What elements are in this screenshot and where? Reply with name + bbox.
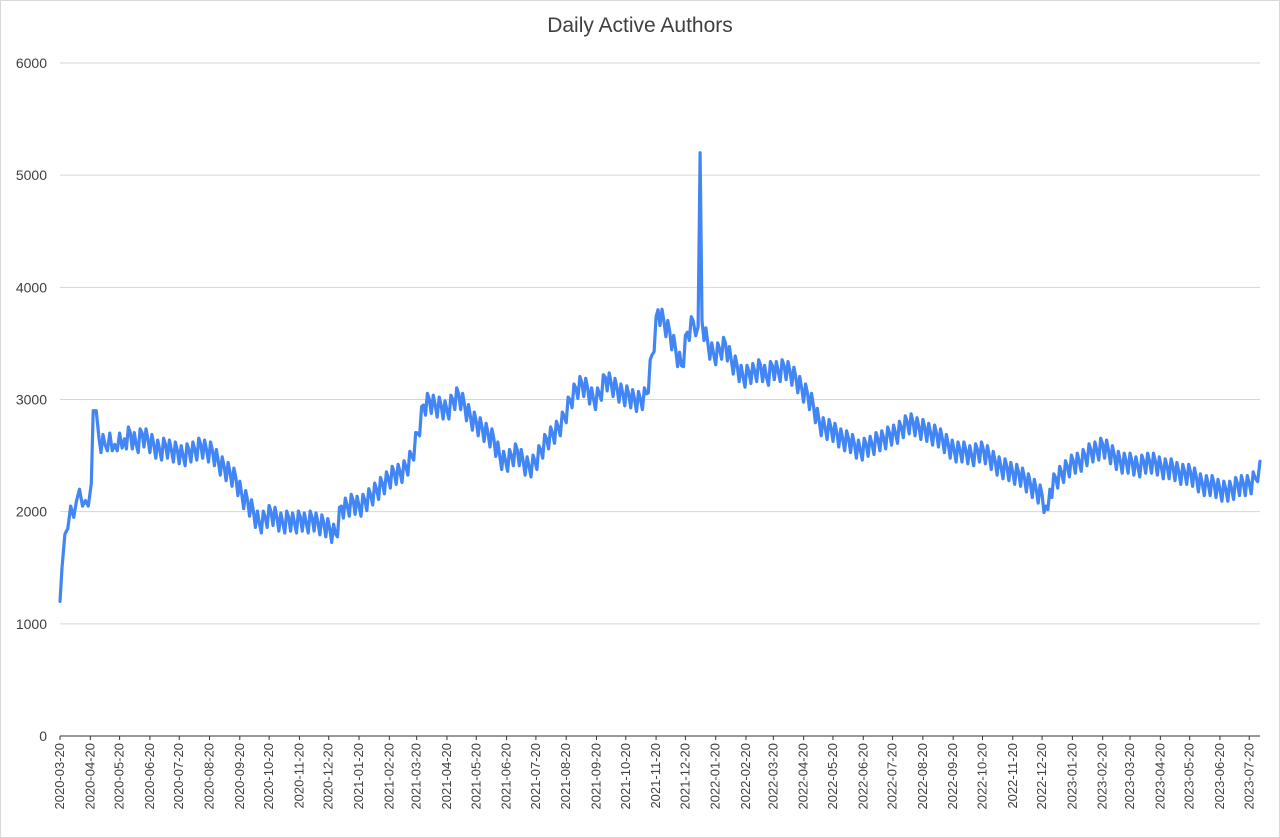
x-tick-label: 2020-04-20	[82, 743, 97, 810]
x-tick-label: 2023-04-20	[1152, 743, 1167, 810]
series-line	[58, 151, 1262, 603]
x-tick-label: 2023-02-20	[1095, 743, 1110, 810]
x-tick-label: 2020-05-20	[112, 743, 127, 810]
x-tick-label: 2022-04-20	[796, 743, 811, 810]
x-tick-label: 2020-07-20	[171, 743, 186, 810]
x-tick-label: 2021-04-20	[439, 743, 454, 810]
x-tick-label: 2023-05-20	[1182, 743, 1197, 810]
x-tick-label: 2021-10-20	[618, 743, 633, 810]
x-tick-label: 2021-11-20	[648, 743, 663, 809]
x-tick-label: 2020-03-20	[52, 743, 67, 810]
x-tick-label: 2022-09-20	[945, 743, 960, 810]
x-tick-label: 2023-07-20	[1241, 743, 1256, 810]
x-tick-label: 2021-07-20	[528, 743, 543, 810]
x-tick-label: 2020-10-20	[261, 743, 276, 810]
x-tick-label: 2023-03-20	[1122, 743, 1137, 810]
y-tick-label: 5000	[16, 167, 47, 183]
x-tick-label: 2020-06-20	[142, 743, 157, 810]
x-tick-label: 2022-03-20	[765, 743, 780, 810]
x-tick-label: 2021-09-20	[588, 743, 603, 810]
x-tick-label: 2022-08-20	[915, 743, 930, 810]
chart-title: Daily Active Authors	[547, 14, 733, 37]
y-tick-label: 0	[39, 728, 47, 744]
x-tick-label: 2021-03-20	[409, 743, 424, 810]
x-tick-label: 2020-12-20	[321, 743, 336, 810]
x-tick-label: 2022-06-20	[855, 743, 870, 810]
x-tick-label: 2023-06-20	[1212, 743, 1227, 810]
x-tick-label: 2022-01-20	[708, 743, 723, 810]
x-tick-label: 2023-01-20	[1064, 743, 1079, 810]
x-tick-label: 2021-08-20	[558, 743, 573, 810]
x-tick-label: 2021-06-20	[499, 743, 514, 810]
x-tick-label: 2020-08-20	[202, 743, 217, 810]
x-tick-label: 2022-12-20	[1034, 743, 1049, 810]
x-tick-label: 2021-12-20	[677, 743, 692, 810]
x-tick-label: 2020-11-20	[291, 743, 306, 809]
x-tick-label: 2021-05-20	[468, 743, 483, 810]
y-tick-label: 2000	[16, 504, 47, 520]
y-tick-label: 6000	[16, 55, 47, 71]
y-tick-label: 3000	[16, 392, 47, 408]
x-tick-label: 2022-10-20	[974, 743, 989, 810]
x-tick-label: 2021-01-20	[351, 743, 366, 810]
x-tick-label: 2022-02-20	[738, 743, 753, 810]
x-tick-label: 2020-09-20	[232, 743, 247, 810]
x-tick-label: 2022-11-20	[1005, 743, 1020, 809]
x-tick-label: 2021-02-20	[381, 743, 396, 810]
y-tick-label: 1000	[16, 616, 47, 632]
x-tick-label: 2022-07-20	[885, 743, 900, 810]
x-tick-label: 2022-05-20	[825, 743, 840, 810]
y-tick-label: 4000	[16, 279, 47, 295]
